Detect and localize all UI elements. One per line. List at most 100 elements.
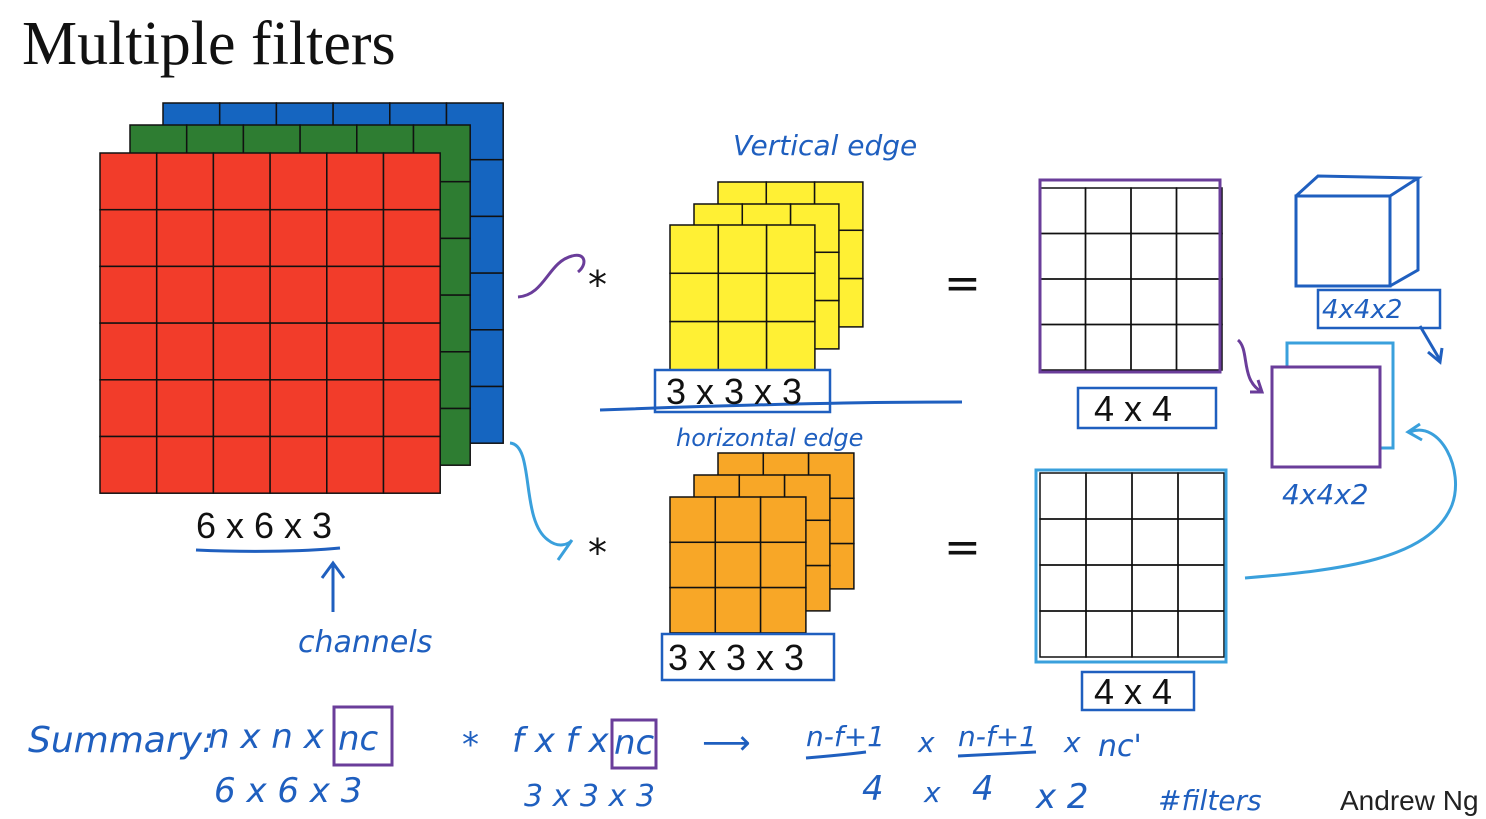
arrow bbox=[1236, 338, 1265, 394]
summary-term: n x n x bbox=[208, 717, 325, 757]
cell bbox=[1131, 518, 1179, 566]
cell bbox=[1039, 518, 1087, 566]
cell bbox=[382, 379, 441, 438]
cell bbox=[269, 379, 328, 438]
cell bbox=[765, 224, 816, 275]
summary-term: 6 x 6 x 3 bbox=[214, 771, 362, 811]
arrow bbox=[517, 253, 586, 299]
cell bbox=[1085, 472, 1133, 520]
cell bbox=[717, 224, 768, 275]
grid bbox=[1039, 187, 1223, 371]
cell bbox=[1131, 564, 1179, 612]
cell bbox=[269, 208, 328, 268]
cell bbox=[1039, 278, 1087, 326]
cell bbox=[99, 152, 158, 211]
cell bbox=[1084, 323, 1132, 371]
cell bbox=[1175, 187, 1223, 235]
cell bbox=[669, 541, 717, 589]
summary-term: x bbox=[923, 776, 941, 809]
cell bbox=[382, 435, 441, 494]
cell bbox=[669, 320, 720, 371]
cell bbox=[212, 322, 271, 381]
cell bbox=[155, 208, 215, 268]
summary-term: f x f x bbox=[512, 721, 609, 761]
summary-term: n-f+1 bbox=[806, 720, 885, 753]
operator: * bbox=[588, 263, 607, 307]
cell bbox=[1130, 323, 1178, 371]
cell bbox=[1177, 564, 1225, 612]
grid bbox=[1039, 472, 1225, 658]
summary-term: ⟶ bbox=[702, 723, 751, 763]
footer: Andrew Ng bbox=[1340, 785, 1479, 816]
cell bbox=[1177, 472, 1225, 520]
divider bbox=[599, 400, 963, 412]
summary-term: x 2 bbox=[1035, 777, 1089, 817]
cell bbox=[326, 152, 385, 211]
underline bbox=[805, 750, 1037, 760]
cell bbox=[382, 208, 441, 268]
cell bbox=[1084, 187, 1132, 235]
cell bbox=[717, 320, 768, 371]
square bbox=[1270, 365, 1382, 469]
label-box bbox=[332, 705, 394, 767]
cell bbox=[326, 322, 385, 381]
cell bbox=[326, 208, 385, 268]
cell bbox=[212, 208, 271, 268]
cell bbox=[212, 435, 271, 494]
summary-label: Summary: bbox=[28, 720, 214, 761]
cell bbox=[99, 379, 158, 438]
grid bbox=[669, 224, 816, 371]
summary-term: nc' bbox=[1098, 729, 1142, 764]
label-box bbox=[610, 718, 658, 770]
underline bbox=[195, 546, 341, 553]
output-highlight bbox=[1038, 178, 1222, 374]
grid bbox=[669, 496, 807, 634]
cell bbox=[382, 322, 441, 381]
arrow bbox=[509, 441, 574, 561]
cell bbox=[212, 265, 271, 324]
cell bbox=[1039, 564, 1087, 612]
cell bbox=[1085, 564, 1133, 612]
cell bbox=[714, 496, 762, 544]
input-label: 6 x 6 x 3 bbox=[196, 505, 332, 546]
label-box bbox=[660, 632, 836, 682]
output-highlight bbox=[1034, 468, 1228, 664]
cell bbox=[1177, 610, 1225, 658]
cell bbox=[1131, 610, 1179, 658]
cell bbox=[669, 586, 717, 634]
cell bbox=[717, 272, 768, 323]
summary-term: #filters bbox=[1158, 784, 1262, 817]
filter-label: 3 x 3 x 3 bbox=[668, 637, 804, 678]
output-label: 4 x 4 bbox=[1094, 671, 1172, 712]
cell bbox=[759, 496, 807, 544]
summary-term: 3 x 3 x 3 bbox=[524, 779, 655, 814]
summary-term: * bbox=[462, 725, 479, 765]
cell bbox=[326, 435, 385, 494]
cell bbox=[269, 265, 328, 324]
cell bbox=[99, 208, 158, 268]
cell bbox=[1039, 472, 1087, 520]
label-box bbox=[1076, 386, 1218, 430]
cell bbox=[1175, 278, 1223, 326]
filter-note: Vertical edge bbox=[733, 129, 917, 162]
output-label: 4 x 4 bbox=[1094, 388, 1172, 429]
equals: = bbox=[944, 522, 981, 573]
cell bbox=[1175, 232, 1223, 280]
stack-label: 4x4x2 bbox=[1322, 295, 1402, 325]
cell bbox=[1175, 323, 1223, 371]
cell bbox=[765, 272, 816, 323]
cell bbox=[1085, 610, 1133, 658]
cell bbox=[1039, 610, 1087, 658]
cell bbox=[714, 541, 762, 589]
cell bbox=[99, 265, 158, 324]
cell bbox=[99, 435, 158, 494]
cell bbox=[1085, 518, 1133, 566]
summary: Summary: n x n x nc * f x f x nc ⟶ n-f+1… bbox=[28, 717, 1262, 817]
cell bbox=[269, 435, 328, 494]
cell bbox=[669, 496, 717, 544]
summary-term: 4 bbox=[972, 769, 994, 809]
stack-label: 4x4x2 bbox=[1282, 478, 1369, 511]
arrow bbox=[1418, 325, 1444, 365]
cell bbox=[326, 379, 385, 438]
